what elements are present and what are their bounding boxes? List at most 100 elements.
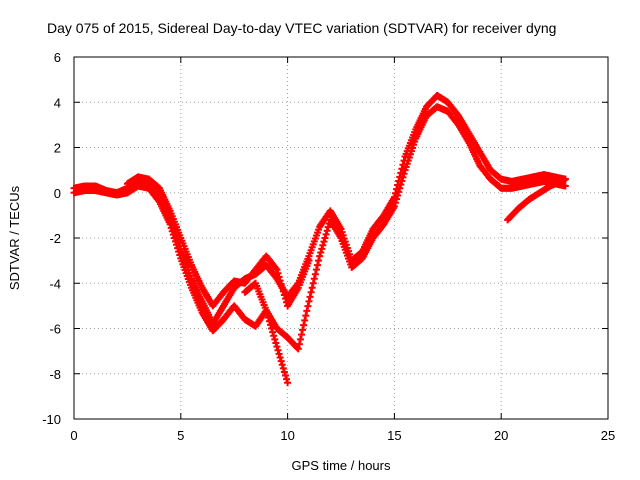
data-point	[171, 237, 179, 245]
data-point	[273, 343, 281, 351]
data-point	[319, 241, 327, 249]
data-point	[269, 328, 277, 336]
y-tick-label: -10	[42, 412, 61, 427]
data-point	[271, 335, 279, 343]
y-tick-label: -4	[49, 276, 61, 291]
x-axis-label: GPS time / hours	[292, 458, 391, 473]
data-point	[315, 257, 323, 265]
data-point	[176, 251, 184, 259]
data-point	[316, 252, 324, 260]
data-point	[275, 273, 283, 281]
data-point	[322, 230, 330, 238]
data-point	[280, 368, 288, 376]
data-point	[305, 257, 313, 265]
data-point	[391, 199, 399, 207]
data-point	[173, 241, 181, 249]
data-point	[276, 353, 284, 361]
data-point	[301, 316, 309, 324]
data-point	[300, 321, 308, 329]
data-point	[281, 295, 289, 303]
series-track-e	[504, 175, 569, 224]
axis-ticks: 0 5 10 15 20 25 -10 -8 -6 -4 -2 0 2 4 6	[42, 50, 615, 443]
y-tick-label: 0	[54, 186, 61, 201]
x-tick-label: 15	[387, 428, 401, 443]
y-tick-label: 4	[54, 95, 61, 110]
y-tick-label: -2	[49, 231, 61, 246]
data-point	[320, 238, 328, 246]
data-point	[278, 284, 286, 292]
data-point	[306, 293, 314, 301]
data-point	[274, 269, 282, 277]
data-point	[396, 184, 404, 192]
data-point	[273, 266, 281, 274]
data-point	[270, 332, 278, 340]
data-point	[311, 270, 319, 278]
series-track-b	[70, 103, 569, 353]
data-point	[284, 379, 292, 387]
data-point	[561, 182, 569, 190]
x-tick-label: 5	[177, 428, 184, 443]
data-point	[264, 314, 272, 322]
data-point	[272, 339, 280, 347]
data-point	[175, 248, 183, 256]
series-track-a	[70, 91, 569, 328]
data-point	[295, 340, 303, 348]
data-point	[267, 321, 275, 329]
y-tick-label: -6	[49, 322, 61, 337]
data-point	[277, 280, 285, 288]
data-point	[310, 275, 318, 283]
data-point	[314, 261, 322, 269]
data-point	[321, 234, 329, 242]
data-point	[296, 335, 304, 343]
data-point	[293, 344, 301, 352]
data-point	[169, 231, 177, 239]
data-marks	[70, 91, 569, 387]
data-point	[279, 287, 287, 295]
x-tick-label: 10	[280, 428, 294, 443]
data-point	[324, 223, 332, 231]
data-point	[390, 202, 398, 210]
series-track-c	[123, 173, 313, 310]
data-point	[262, 306, 270, 314]
series-track-d	[241, 279, 292, 387]
data-point	[323, 227, 331, 235]
data-point	[275, 350, 283, 358]
data-point	[294, 345, 302, 353]
y-tick-label: 2	[54, 141, 61, 156]
data-point	[297, 331, 305, 339]
data-point	[174, 244, 182, 252]
data-point	[263, 310, 271, 318]
data-point	[274, 346, 282, 354]
data-point	[398, 177, 406, 185]
data-point	[399, 173, 407, 181]
data-point	[303, 307, 311, 315]
data-point	[312, 266, 320, 274]
y-axis-label: SDTVAR / TECUs	[7, 185, 22, 290]
data-point	[305, 297, 313, 305]
data-point	[168, 227, 176, 235]
x-tick-label: 20	[494, 428, 508, 443]
data-point	[393, 195, 401, 203]
data-point	[283, 375, 291, 383]
x-tick-label: 0	[70, 428, 77, 443]
data-point	[299, 326, 307, 334]
data-point	[394, 191, 402, 199]
data-point	[281, 372, 289, 380]
data-point	[265, 317, 273, 325]
data-point	[561, 175, 569, 183]
data-point	[395, 188, 403, 196]
data-point	[304, 302, 312, 310]
data-point	[278, 361, 286, 369]
data-point	[309, 279, 317, 287]
data-point	[277, 357, 285, 365]
data-point	[400, 170, 408, 178]
data-point	[268, 325, 276, 332]
x-tick-label: 25	[601, 428, 615, 443]
data-point	[397, 181, 405, 189]
y-tick-label: -8	[49, 367, 61, 382]
data-point	[279, 364, 287, 372]
data-point	[170, 234, 178, 242]
data-point	[317, 248, 325, 256]
y-tick-label: 6	[54, 50, 61, 65]
